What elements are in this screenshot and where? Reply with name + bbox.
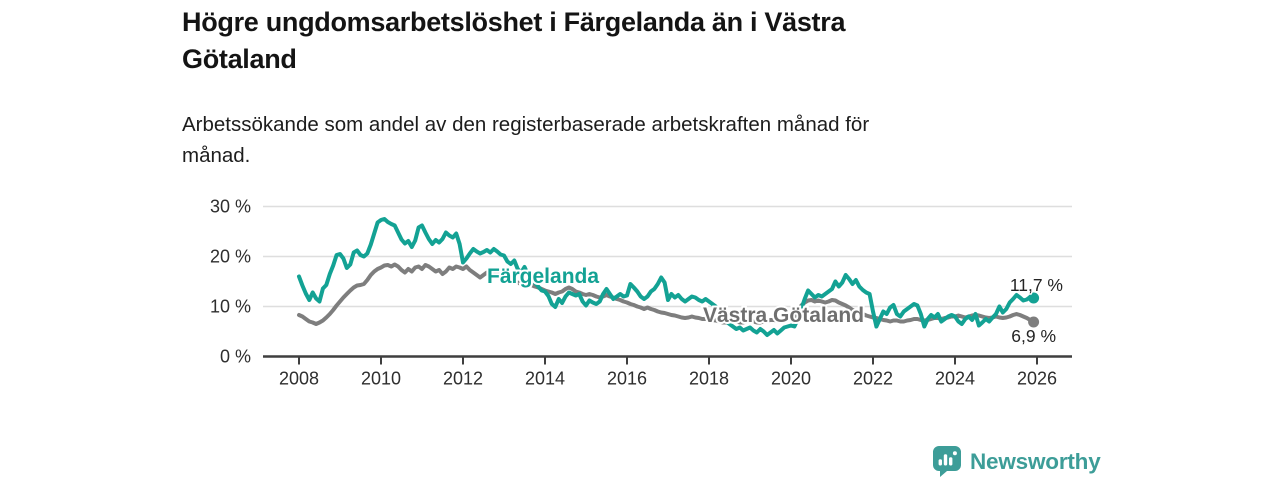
newsworthy-logo: Newsworthy (933, 446, 1101, 477)
end-value-label-vastra-gotaland: 6,9 % (1011, 326, 1056, 346)
page-title-line-1: Högre ungdomsarbetslöshet i Färgelanda ä… (182, 7, 846, 37)
chart-series-layer (297, 217, 1040, 337)
x-axis-tick-label: 2010 (361, 369, 401, 389)
x-axis-tick-label: 2018 (689, 369, 729, 389)
x-axis-tick-label: 2022 (853, 369, 893, 389)
series-label-vastra-gotaland: Västra Götaland (703, 304, 864, 327)
chart-grid-layer: 30 % 20 % 10 % 0 % 2008 2010 2012 2014 2016 2018 2… (210, 197, 1072, 389)
x-axis-tick-label: 2014 (525, 369, 565, 389)
y-axis-tick-label: 10 % (210, 297, 251, 317)
newsworthy-logo-text: Newsworthy (970, 448, 1101, 474)
chart-subtitle-line-2: månad. (182, 144, 251, 167)
x-axis-tick-label: 2012 (443, 369, 483, 389)
series-end-dot (1028, 292, 1040, 304)
series-line (297, 262, 1036, 326)
chart-subtitle: Arbetssökande som andel av den registerb… (182, 109, 1082, 171)
end-value-label-fargelanda: 11,7 % (1010, 275, 1063, 295)
x-axis-tick-label: 2016 (607, 369, 647, 389)
x-axis-tick-label: 2026 (1017, 369, 1057, 389)
x-axis-tick-label: 2024 (935, 369, 975, 389)
series-line (297, 217, 1036, 337)
page-title: Högre ungdomsarbetslöshet i Färgelanda ä… (182, 4, 1082, 78)
page-title-line-2: Götaland (182, 44, 297, 74)
y-axis-tick-label: 0 % (220, 347, 251, 367)
y-axis-tick-label: 20 % (210, 247, 251, 267)
newsworthy-logo-icon (933, 446, 961, 477)
series-label-fargelanda: Färgelanda (487, 265, 599, 288)
x-axis-tick-label: 2020 (771, 369, 811, 389)
y-axis-tick-label: 30 % (210, 197, 251, 217)
x-axis-tick-label: 2008 (279, 369, 319, 389)
series-end-dot (1028, 316, 1040, 328)
chart-subtitle-line-1: Arbetssökande som andel av den registerb… (182, 113, 870, 136)
